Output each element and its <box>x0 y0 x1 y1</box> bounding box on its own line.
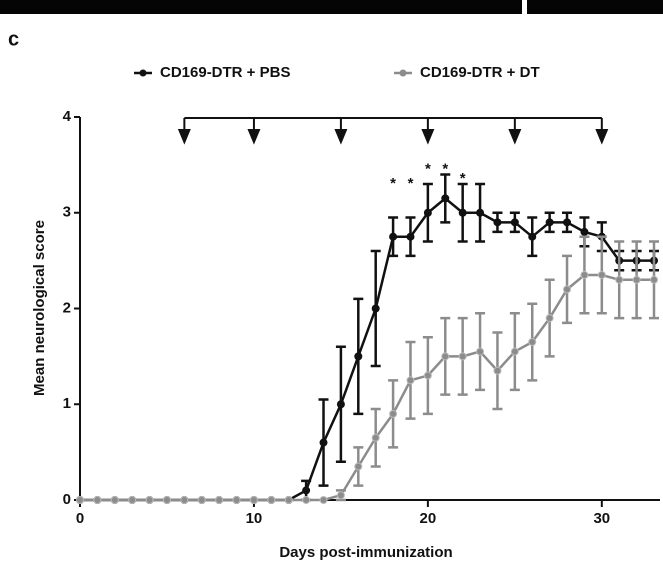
injection-arrow <box>508 118 522 145</box>
legend-marker <box>399 69 407 77</box>
y-axis-label: Mean neurological score <box>31 220 48 396</box>
data-point <box>493 366 502 375</box>
data-point <box>423 208 432 217</box>
data-point <box>180 496 189 504</box>
data-point <box>215 496 224 504</box>
data-point <box>580 227 589 236</box>
data-point <box>406 232 415 241</box>
image-strip <box>527 0 663 14</box>
data-point <box>371 433 380 442</box>
data-point <box>128 496 137 504</box>
x-tick-label: 30 <box>593 510 610 527</box>
y-tick-label: 3 <box>63 204 71 221</box>
data-point <box>493 218 502 227</box>
data-point <box>145 496 154 504</box>
data-point <box>510 347 519 356</box>
injection-arrow <box>247 118 261 145</box>
legend-label: CD169-DTR + DT <box>420 64 540 81</box>
data-point <box>476 208 485 217</box>
data-point <box>76 496 84 504</box>
data-point <box>110 496 119 504</box>
data-point <box>441 352 450 361</box>
significance-mark: * <box>390 175 396 192</box>
data-point <box>354 462 363 471</box>
injection-arrow <box>421 118 435 145</box>
x-axis-label: Days post-immunization <box>279 544 452 561</box>
data-point <box>232 496 241 504</box>
data-point <box>563 218 572 227</box>
injection-arrow <box>595 118 609 145</box>
data-point <box>319 438 328 447</box>
data-point <box>458 352 467 361</box>
data-point <box>336 491 345 500</box>
data-point <box>319 496 328 504</box>
data-point <box>580 270 589 279</box>
significance-mark: * <box>425 161 431 178</box>
data-point <box>510 218 519 227</box>
y-tick-label: 2 <box>63 299 71 316</box>
injection-arrow <box>334 118 348 145</box>
y-tick-label: 4 <box>63 108 72 125</box>
data-point <box>302 496 311 504</box>
data-point <box>650 275 658 284</box>
data-point <box>545 314 554 323</box>
data-point <box>615 275 624 284</box>
significance-mark: * <box>442 161 448 178</box>
significance-mark: * <box>408 175 414 192</box>
injection-arrow <box>177 118 191 145</box>
data-point <box>284 496 293 504</box>
series-line <box>80 196 654 502</box>
data-point <box>197 496 206 504</box>
legend-label: CD169-DTR + PBS <box>160 64 290 81</box>
data-point <box>597 270 606 279</box>
data-point <box>476 347 485 356</box>
data-point <box>563 285 572 294</box>
data-point <box>528 232 537 241</box>
data-point <box>389 409 398 418</box>
data-point <box>267 496 276 504</box>
data-point <box>406 376 415 385</box>
data-point <box>336 400 345 409</box>
data-point <box>389 232 398 241</box>
legend-marker <box>139 69 147 77</box>
significance-mark: * <box>460 170 466 187</box>
data-point <box>545 218 554 227</box>
x-tick-label: 20 <box>420 510 437 527</box>
y-tick-label: 1 <box>63 395 71 412</box>
image-strip <box>0 0 522 14</box>
series-line <box>80 273 654 502</box>
data-point <box>371 304 380 313</box>
data-point <box>528 338 537 347</box>
data-point <box>249 496 258 504</box>
data-point <box>423 371 432 380</box>
data-point <box>354 352 363 361</box>
data-point <box>302 486 311 495</box>
x-tick-label: 0 <box>76 510 84 527</box>
x-tick-label: 10 <box>246 510 263 527</box>
data-point <box>93 496 102 504</box>
panel-label: c <box>8 28 19 50</box>
data-point <box>441 194 450 203</box>
data-point <box>162 496 171 504</box>
y-tick-label: 0 <box>63 491 71 508</box>
data-point <box>458 208 467 217</box>
data-point <box>632 275 641 284</box>
